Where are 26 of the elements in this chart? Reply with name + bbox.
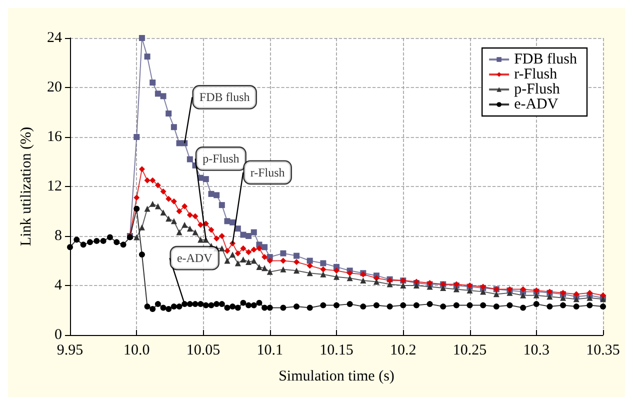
legend-label: FDB flush <box>514 52 578 68</box>
y-tick-label: 16 <box>47 129 62 145</box>
x-tick-label: 10.05 <box>186 342 220 358</box>
x-tick-label: 10.1 <box>256 342 283 358</box>
annotation: p-Flush <box>202 152 240 166</box>
annotation: FDB flush <box>199 90 250 104</box>
x-tick-label: 10.35 <box>586 342 620 358</box>
x-tick-label: 10.25 <box>452 342 487 358</box>
x-tick-label: 10.2 <box>390 342 416 358</box>
x-tick-label: 9.95 <box>56 342 84 358</box>
legend-label: e-ADV <box>514 96 558 112</box>
y-axis-title: Link utilization (%) <box>18 126 34 246</box>
y-tick-label: 20 <box>47 80 62 96</box>
y-tick-label: 8 <box>54 228 62 244</box>
annotation: r-Flush <box>250 165 285 180</box>
annotation: e-ADV <box>176 251 213 266</box>
legend-label: r-Flush <box>514 66 558 82</box>
legend-label: p-Flush <box>514 82 560 98</box>
x-tick-label: 10.3 <box>523 342 550 358</box>
x-tick-label: 10.15 <box>320 342 354 358</box>
y-tick-label: 4 <box>54 278 62 294</box>
x-tick-label: 10.0 <box>124 342 150 358</box>
y-tick-label: 0 <box>54 327 62 343</box>
x-axis-title: Simulation time (s) <box>278 368 394 384</box>
y-tick-label: 12 <box>47 178 62 194</box>
y-tick-label: 24 <box>47 30 62 46</box>
